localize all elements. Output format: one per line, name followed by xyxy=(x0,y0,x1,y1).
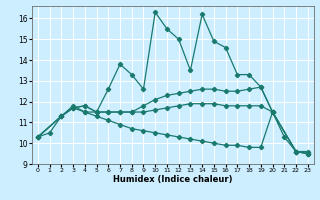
X-axis label: Humidex (Indice chaleur): Humidex (Indice chaleur) xyxy=(113,175,233,184)
